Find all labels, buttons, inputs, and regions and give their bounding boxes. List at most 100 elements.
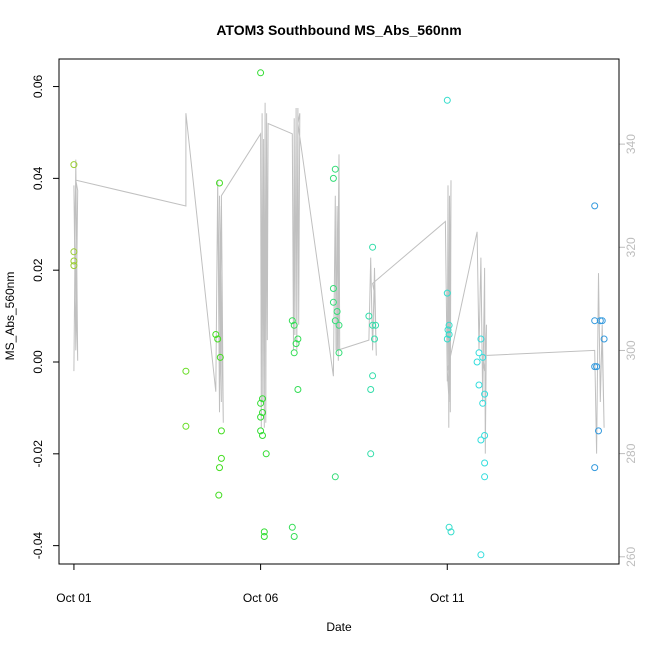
data-point <box>331 165 339 173</box>
data-point <box>475 381 483 389</box>
data-point <box>215 491 223 499</box>
data-point <box>481 390 489 398</box>
data-point <box>292 340 300 348</box>
y-tick-label: -0.02 <box>31 440 45 468</box>
data-point <box>591 202 599 210</box>
data-point <box>257 399 265 407</box>
data-point <box>182 422 190 430</box>
data-point <box>591 464 599 472</box>
data-point <box>477 436 485 444</box>
x-tick-label: Oct 06 <box>243 591 279 605</box>
data-point <box>593 363 601 371</box>
data-point <box>331 317 339 325</box>
data-point <box>595 427 602 435</box>
secondary-y-tick-label: 320 <box>624 237 638 257</box>
data-point <box>479 353 487 361</box>
data-point <box>445 523 453 531</box>
secondary-y-tick-label: 280 <box>624 443 638 463</box>
data-point <box>257 427 265 435</box>
data-point <box>212 331 220 338</box>
data-point <box>329 285 337 292</box>
data-point <box>591 363 599 371</box>
data-point <box>70 248 78 256</box>
y-tick-label: 0.02 <box>31 258 45 282</box>
data-point <box>259 432 266 439</box>
data-point <box>257 69 265 77</box>
data-point <box>260 528 268 536</box>
data-point <box>596 317 604 325</box>
data-point <box>216 353 224 361</box>
data-point <box>444 326 452 334</box>
data-point <box>290 349 298 357</box>
data-point <box>294 386 302 393</box>
data-point <box>365 312 373 320</box>
data-point <box>329 298 337 306</box>
data-point <box>217 427 225 435</box>
data-point <box>372 321 380 329</box>
data-point <box>369 372 377 380</box>
data-point <box>70 262 78 270</box>
data-point <box>290 321 298 329</box>
data-point <box>369 243 377 251</box>
data-point <box>481 473 489 481</box>
data-point <box>481 459 489 467</box>
data-point <box>260 533 268 540</box>
y-axis-label: MS_Abs_560nm <box>3 272 17 361</box>
data-point <box>445 331 453 338</box>
data-point <box>443 335 451 343</box>
y-tick-label: -0.04 <box>31 532 45 560</box>
data-point <box>443 289 451 297</box>
data-point <box>217 454 225 462</box>
data-point <box>598 317 606 325</box>
data-point <box>447 528 455 536</box>
chart-title: ATOM3 Southbound MS_Abs_560nm <box>216 22 461 38</box>
y-tick-label: 0.04 <box>31 166 45 190</box>
data-point <box>475 349 483 357</box>
data-point <box>335 349 343 357</box>
data-point <box>481 432 489 439</box>
data-point <box>367 386 375 393</box>
y-tick-label: 0.00 <box>31 350 45 374</box>
x-tick-label: Oct 01 <box>56 591 92 605</box>
data-point <box>477 551 485 559</box>
data-point <box>288 523 296 531</box>
data-point <box>473 358 481 366</box>
data-point <box>371 335 378 343</box>
secondary-trace-line <box>73 102 605 454</box>
data-point <box>70 257 78 265</box>
data-point <box>294 335 302 343</box>
secondary-y-tick-label: 300 <box>624 340 638 360</box>
secondary-y-tick-label: 260 <box>624 546 638 566</box>
data-point <box>600 335 608 343</box>
secondary-trace-layer <box>73 102 605 454</box>
data-point <box>335 321 343 329</box>
data-point <box>479 399 487 407</box>
data-point <box>367 450 375 458</box>
data-point <box>333 308 341 315</box>
data-point <box>216 179 223 187</box>
data-point <box>288 317 296 325</box>
data-point <box>259 395 266 403</box>
data-point <box>259 409 266 416</box>
data-point <box>214 335 222 343</box>
data-point <box>329 174 337 182</box>
y-tick-label: 0.06 <box>31 74 45 98</box>
data-point <box>445 321 453 329</box>
data-point <box>262 450 270 458</box>
secondary-y-tick-label: 340 <box>624 134 638 154</box>
points-layer <box>70 69 608 559</box>
x-tick-label: Oct 11 <box>430 591 465 605</box>
x-axis-label: Date <box>326 620 352 634</box>
data-point <box>290 533 298 540</box>
data-point <box>257 413 265 421</box>
data-point <box>216 464 223 472</box>
data-point <box>70 161 78 169</box>
plot-frame <box>58 58 620 565</box>
data-point <box>182 367 190 375</box>
data-point <box>477 335 485 343</box>
data-point <box>369 321 377 329</box>
data-point <box>443 96 451 104</box>
data-point <box>331 473 339 481</box>
